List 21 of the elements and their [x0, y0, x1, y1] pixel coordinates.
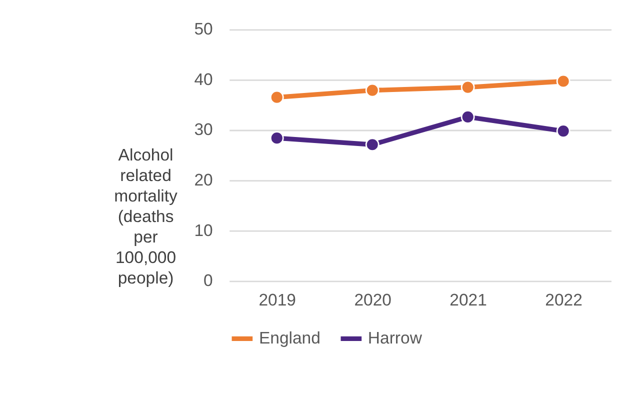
y-tick-label: 50	[194, 20, 213, 39]
legend-label: England	[258, 328, 320, 348]
point	[460, 110, 475, 124]
y-tick-label: 0	[204, 271, 213, 290]
x-tick-label: 2022	[545, 290, 582, 310]
point	[556, 74, 570, 88]
y-tick-label: 20	[194, 170, 213, 190]
y-tick-label: 30	[194, 120, 213, 140]
point	[365, 138, 380, 152]
x-tick-label: 2020	[354, 290, 392, 310]
point	[270, 90, 284, 104]
y-tick-label: 10	[194, 220, 213, 240]
point	[270, 131, 284, 146]
point	[365, 83, 380, 98]
x-tick-label: 2021	[450, 290, 487, 310]
y-tick-label: 40	[194, 70, 213, 89]
point	[460, 80, 475, 94]
point	[556, 124, 570, 138]
legend-label: Harrow	[368, 328, 423, 348]
x-tick-label: 2019	[258, 290, 296, 310]
y-axis-title: Alcohol related mortality (deaths per 100,000 people)	[114, 145, 178, 288]
